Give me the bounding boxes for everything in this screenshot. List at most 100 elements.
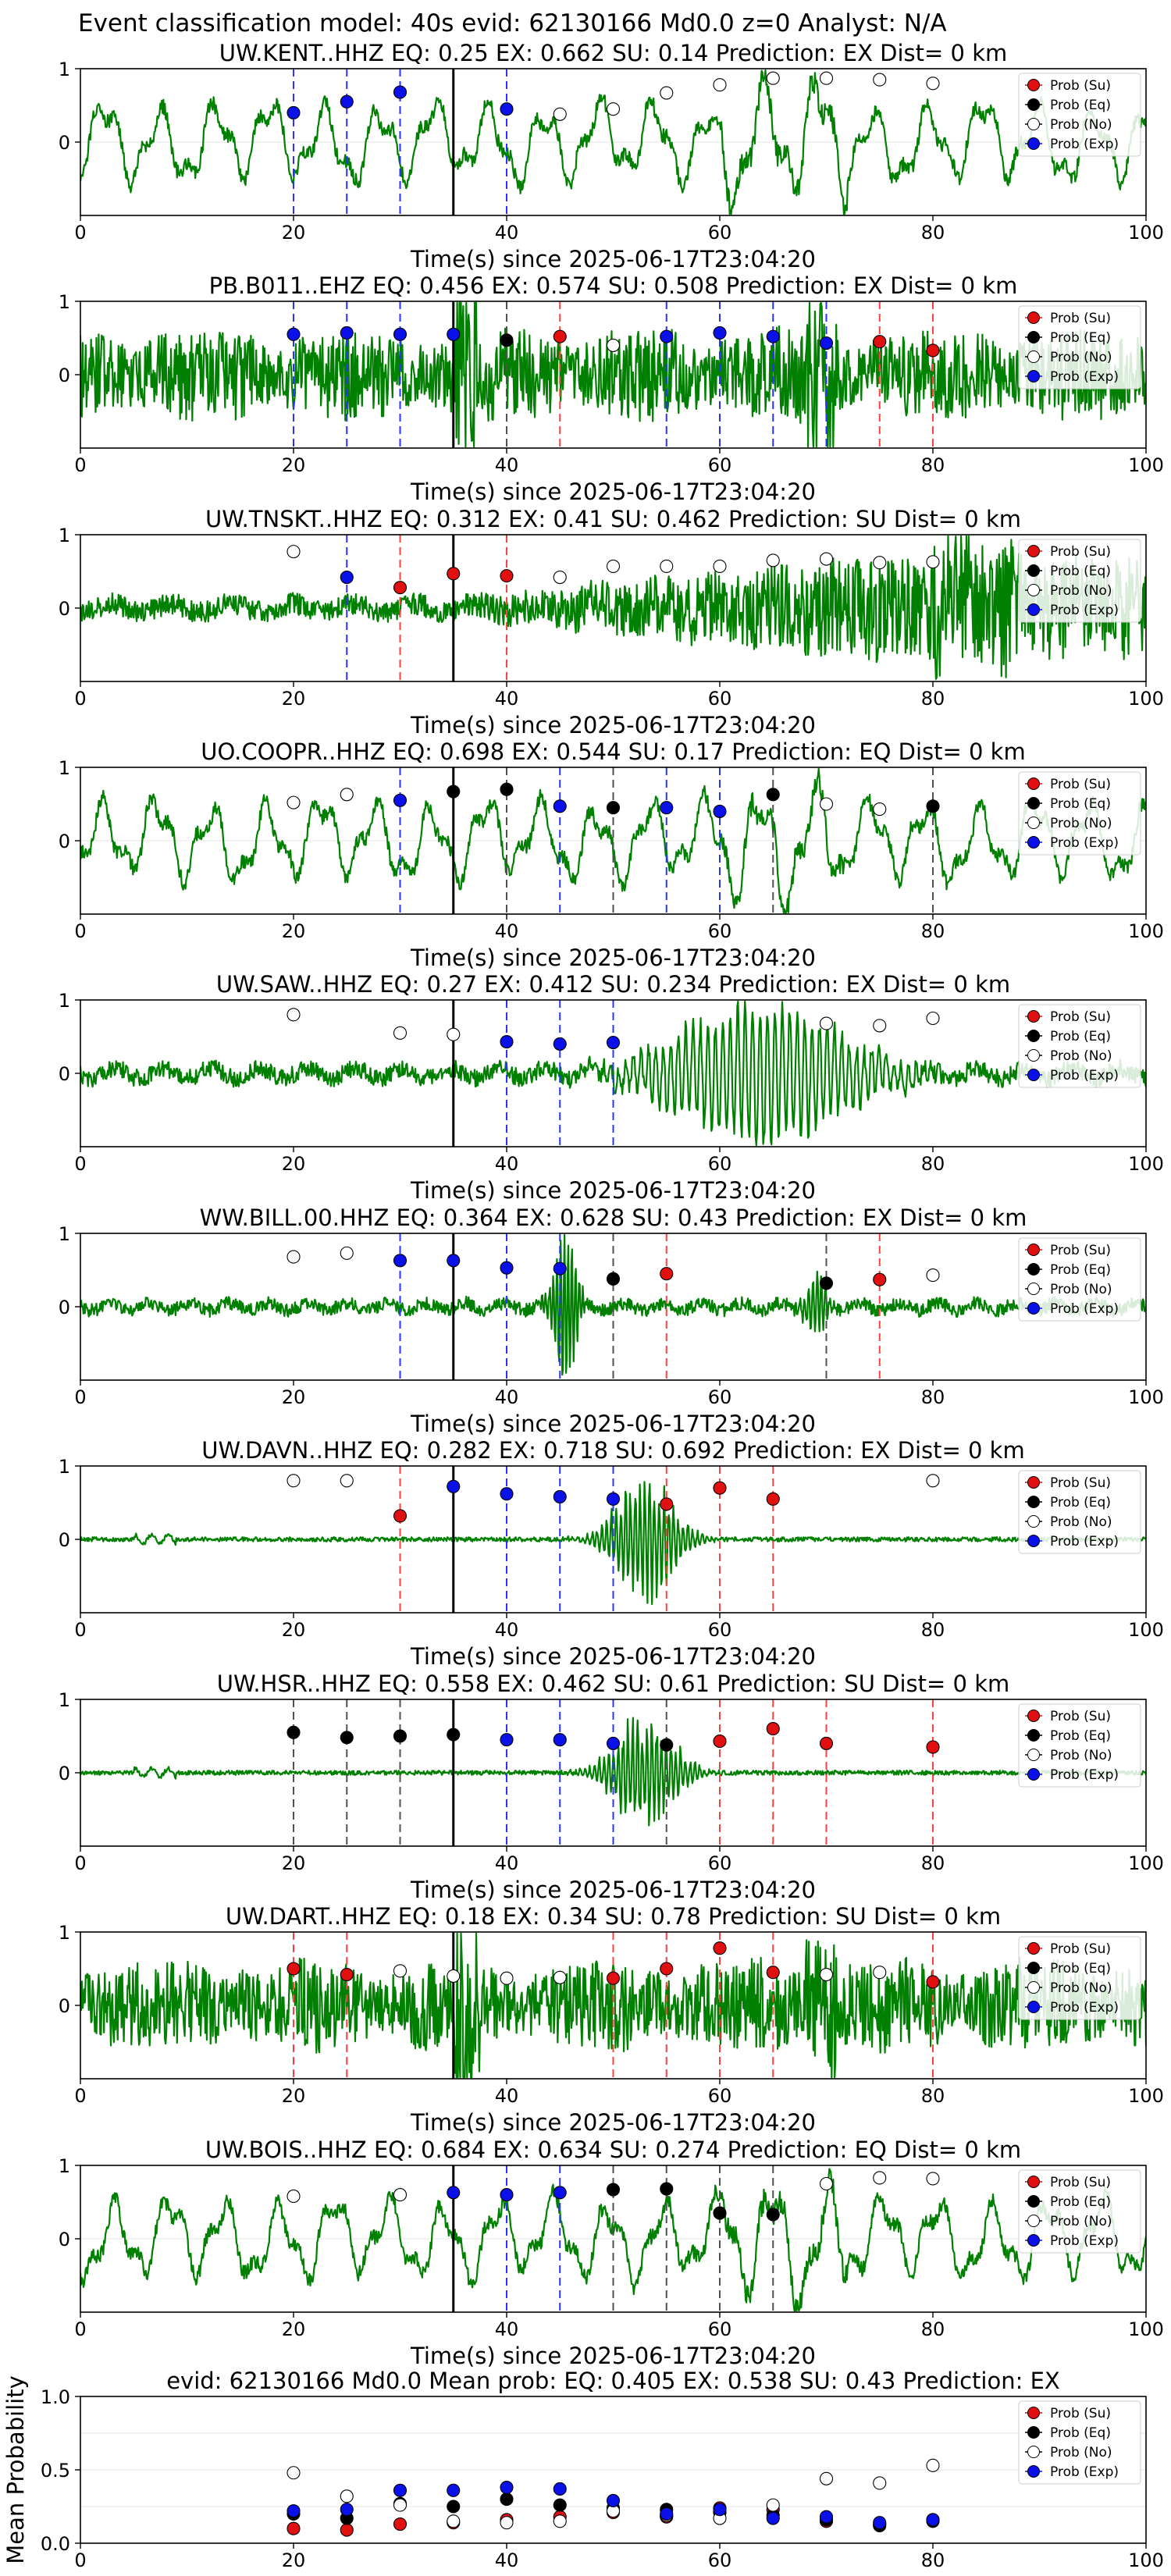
y-tick-label: 0 bbox=[59, 1995, 70, 2017]
prob-point-su bbox=[393, 1509, 408, 1523]
prob-point-no bbox=[926, 2172, 940, 2186]
x-tick-label: 60 bbox=[708, 454, 732, 476]
legend-label-no: Prob (No) bbox=[1050, 1048, 1112, 1064]
prob-point-eq bbox=[500, 782, 514, 796]
prob-point-no bbox=[819, 1967, 834, 1982]
legend-marker-no bbox=[1027, 817, 1040, 829]
legend-marker-exp bbox=[1027, 836, 1040, 849]
x-tick-label: 100 bbox=[1128, 920, 1164, 942]
mean-point-no bbox=[819, 2471, 834, 2485]
y-tick-label: 0 bbox=[59, 598, 70, 620]
x-tick-label: 80 bbox=[921, 1153, 945, 1175]
prob-point-no bbox=[393, 1026, 408, 1040]
legend-label-eq: Prob (Eq) bbox=[1050, 564, 1111, 579]
prob-point-su bbox=[447, 567, 461, 581]
prob-point-eq bbox=[447, 785, 461, 799]
x-tick-label: 0 bbox=[74, 1852, 86, 1874]
panel-7: UW.DAVN..HHZ EQ: 0.282 EX: 0.718 SU: 0.6… bbox=[59, 1437, 1164, 1670]
prob-point-no bbox=[393, 2188, 408, 2202]
x-axis-label: Time(s) since 2025-06-17T23:04:20 bbox=[410, 2343, 816, 2369]
y-tick-label: 0 bbox=[59, 132, 70, 154]
prob-point-no bbox=[926, 555, 940, 569]
x-tick-label: 60 bbox=[708, 222, 732, 244]
legend-label-no: Prob (No) bbox=[1050, 1980, 1112, 1996]
legend: Prob (Su) Prob (Eq) Prob (No) Prob (Exp) bbox=[1018, 1004, 1141, 1088]
legend-marker-exp bbox=[1027, 603, 1040, 616]
y-tick-label: 1.0 bbox=[41, 2386, 70, 2408]
prob-point-no bbox=[606, 338, 621, 352]
legend-label-no: Prob (No) bbox=[1050, 2445, 1112, 2460]
legend: Prob (Su) Prob (Eq) Prob (No) Prob (Exp) bbox=[1018, 2169, 1141, 2254]
x-tick-label: 20 bbox=[282, 1619, 306, 1641]
prob-point-eq bbox=[606, 2183, 621, 2197]
prob-point-no bbox=[713, 78, 727, 92]
mean-point-exp bbox=[819, 2510, 834, 2524]
legend: Prob (Su) Prob (Eq) Prob (No) Prob (Exp) bbox=[1018, 771, 1141, 856]
prob-point-exp bbox=[393, 793, 408, 807]
legend-label-eq: Prob (Eq) bbox=[1050, 330, 1111, 346]
legend-box bbox=[1018, 73, 1141, 157]
waveform-trace bbox=[80, 535, 1146, 680]
prob-point-su bbox=[287, 1962, 301, 1976]
x-tick-label: 0 bbox=[74, 1153, 86, 1175]
legend-marker-exp bbox=[1027, 1535, 1040, 1547]
y-tick-label: 0 bbox=[59, 831, 70, 852]
mean-point-su bbox=[287, 2521, 301, 2535]
mean-point-exp bbox=[340, 2503, 354, 2517]
prob-point-no bbox=[926, 1011, 940, 1026]
legend-marker-exp bbox=[1027, 2465, 1040, 2478]
x-tick-label: 60 bbox=[708, 920, 732, 942]
legend-label-eq: Prob (Eq) bbox=[1050, 796, 1111, 812]
prob-point-su bbox=[500, 569, 514, 583]
prob-point-no bbox=[660, 559, 674, 573]
prob-point-exp bbox=[553, 799, 567, 813]
legend-label-su: Prob (Su) bbox=[1050, 1941, 1111, 1957]
prob-point-no bbox=[873, 556, 887, 570]
legend-marker-eq bbox=[1027, 797, 1040, 809]
x-tick-label: 60 bbox=[708, 1852, 732, 1874]
prob-point-exp bbox=[447, 1254, 461, 1268]
legend: Prob (Su) Prob (Eq) Prob (No) Prob (Exp) bbox=[1018, 2400, 1141, 2485]
x-tick-label: 0 bbox=[74, 1386, 86, 1408]
prob-point-no bbox=[819, 552, 834, 566]
y-tick-label: 1 bbox=[59, 1922, 70, 1944]
x-tick-label: 20 bbox=[282, 688, 306, 710]
legend-label-su: Prob (Su) bbox=[1050, 1709, 1111, 1724]
legend-marker-eq bbox=[1027, 564, 1040, 577]
y-tick-label: 1 bbox=[59, 525, 70, 546]
x-tick-label: 80 bbox=[921, 454, 945, 476]
x-tick-label: 40 bbox=[495, 2549, 519, 2571]
mean-point-exp bbox=[606, 2493, 621, 2508]
prob-point-no bbox=[766, 71, 780, 85]
legend-marker-su bbox=[1027, 79, 1040, 91]
panel-title: UW.DAVN..HHZ EQ: 0.282 EX: 0.718 SU: 0.6… bbox=[201, 1437, 1024, 1464]
legend-label-no: Prob (No) bbox=[1050, 1748, 1112, 1763]
x-tick-label: 80 bbox=[921, 2085, 945, 2107]
mean-point-exp bbox=[660, 2507, 674, 2521]
mean-point-exp bbox=[553, 2482, 567, 2496]
legend-marker-no bbox=[1027, 584, 1040, 596]
x-tick-label: 40 bbox=[495, 1153, 519, 1175]
legend-box bbox=[1018, 1004, 1141, 1088]
legend-box bbox=[1018, 539, 1141, 623]
prob-point-eq bbox=[660, 2182, 674, 2196]
prob-point-no bbox=[873, 1019, 887, 1033]
prob-point-no bbox=[447, 1969, 461, 1983]
x-tick-label: 60 bbox=[708, 1153, 732, 1175]
x-axis-label: Time(s) since 2025-06-17T23:04:20 bbox=[410, 246, 816, 272]
x-tick-label: 100 bbox=[1128, 222, 1164, 244]
prob-point-exp bbox=[606, 1736, 621, 1750]
prob-point-exp bbox=[447, 2186, 461, 2200]
prob-point-no bbox=[340, 1246, 354, 1260]
legend: Prob (Su) Prob (Eq) Prob (No) Prob (Exp) bbox=[1018, 73, 1141, 157]
prob-point-eq bbox=[606, 801, 621, 815]
x-tick-label: 60 bbox=[708, 2549, 732, 2571]
x-axis-label: Time(s) since 2025-06-17T23:04:20 bbox=[410, 712, 816, 738]
x-tick-label: 80 bbox=[921, 2318, 945, 2340]
x-tick-label: 60 bbox=[708, 1619, 732, 1641]
prob-point-no bbox=[447, 1027, 461, 1041]
legend: Prob (Su) Prob (Eq) Prob (No) Prob (Exp) bbox=[1018, 1470, 1141, 1554]
x-tick-label: 0 bbox=[74, 2318, 86, 2340]
x-tick-label: 0 bbox=[74, 222, 86, 244]
mean-point-exp bbox=[873, 2516, 887, 2530]
